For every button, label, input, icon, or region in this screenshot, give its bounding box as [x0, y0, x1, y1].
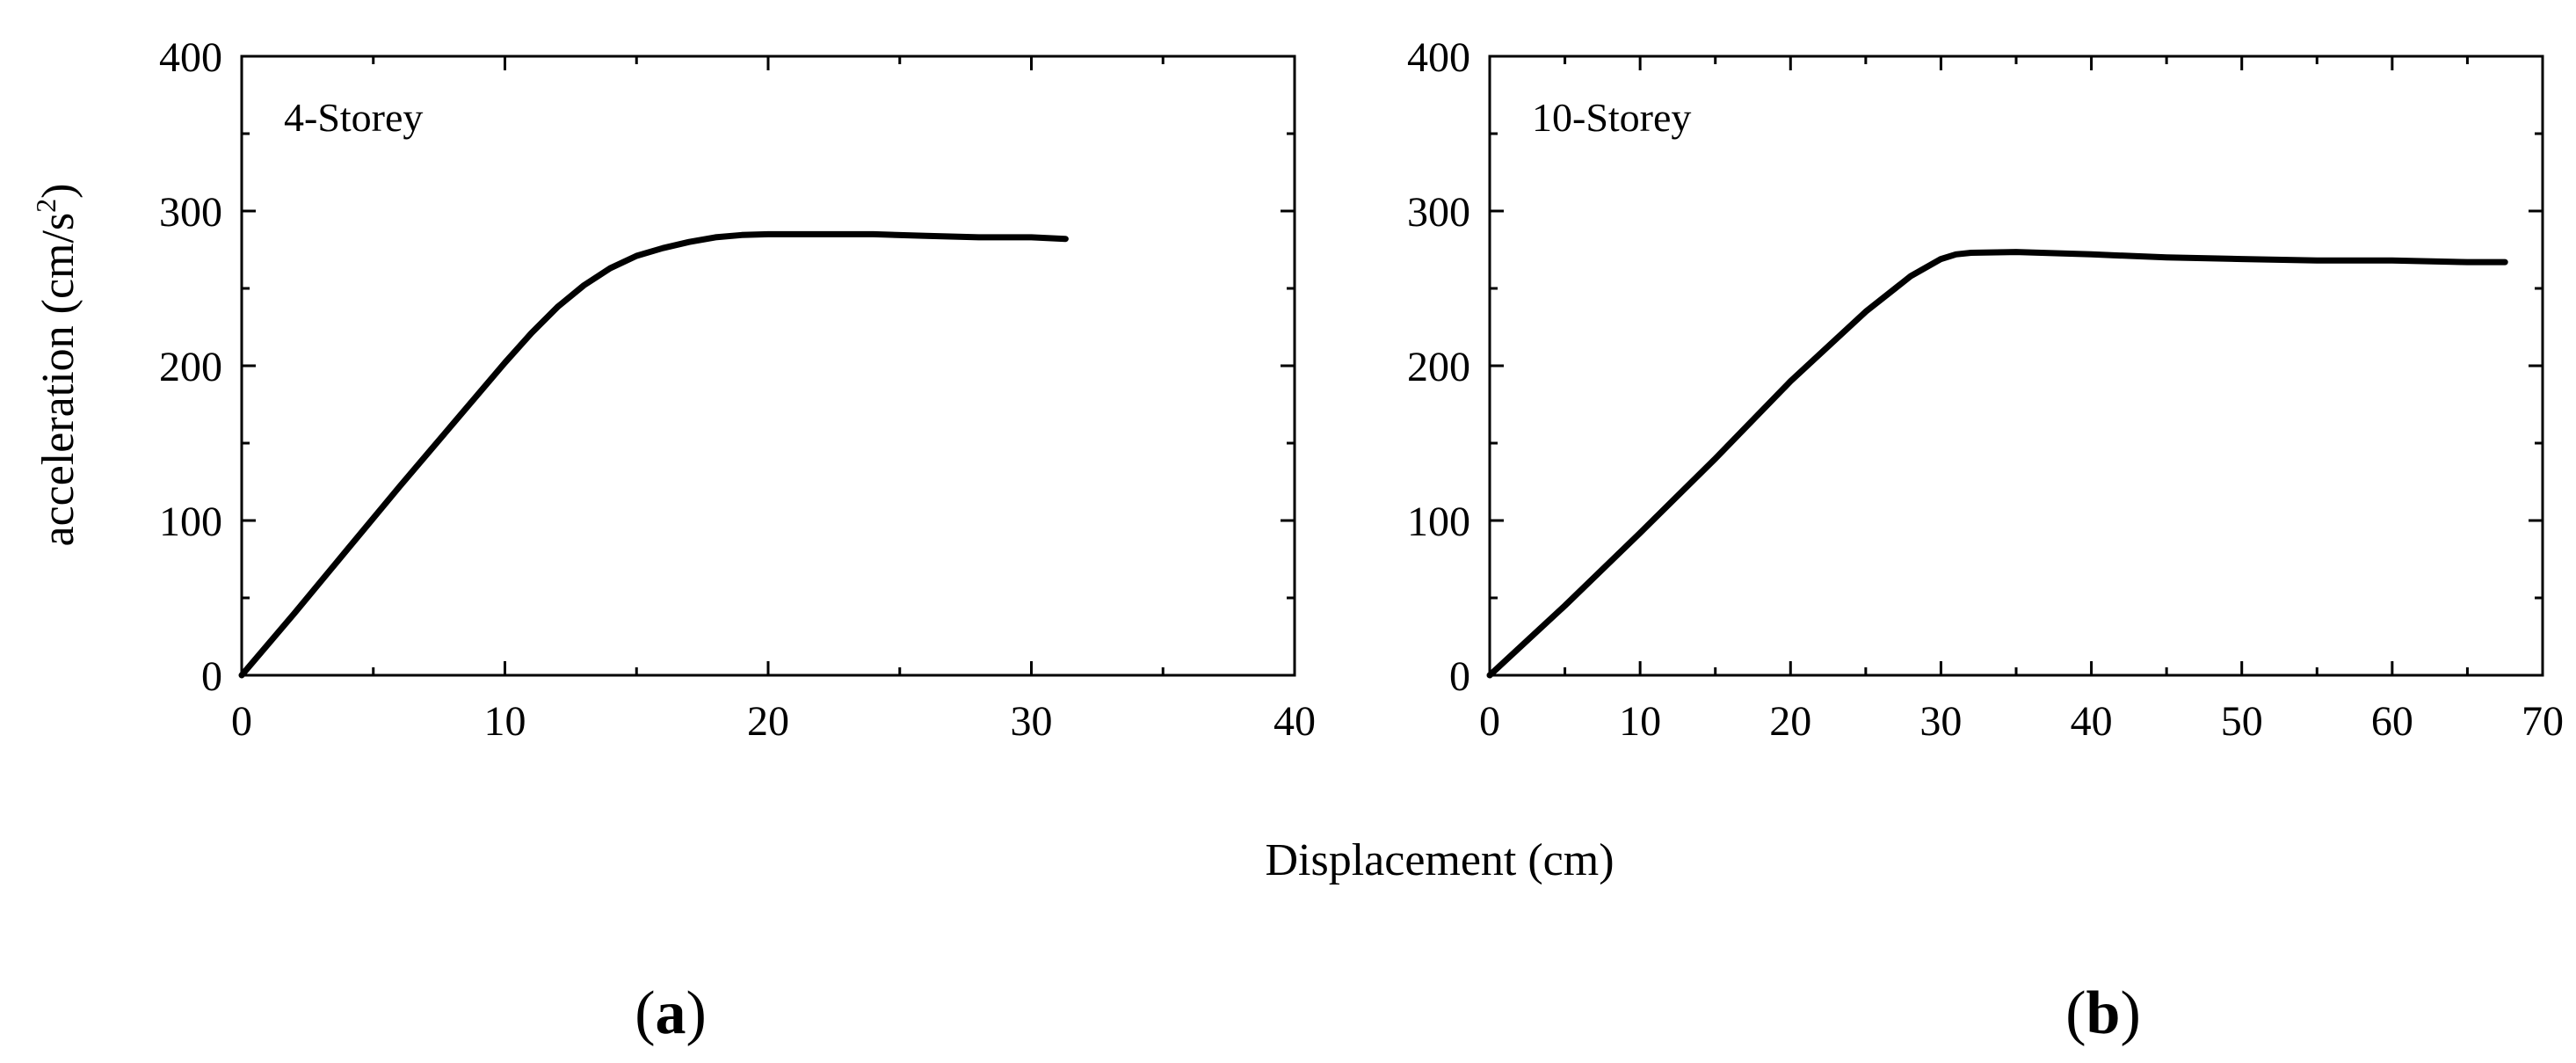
panel-a-y-tick-label: 0 — [201, 653, 222, 700]
panel-a-y-tick-label: 100 — [159, 499, 222, 545]
panel-a-letter-open: ( — [635, 979, 655, 1047]
panel-b-annotation: 10-Storey — [1532, 95, 1691, 140]
panel-a-y-tick-label: 400 — [159, 34, 222, 81]
panel-a-y-tick-label: 200 — [159, 344, 222, 390]
panel-b-chart: 0 10 20 30 40 50 60 70 0 100 200 300 400 10-Storey — [1407, 34, 2564, 745]
panel-a-x-tick-label: 20 — [747, 698, 789, 745]
panel-b-y-tick-label: 300 — [1407, 189, 1470, 236]
panel-b-y-tick-label: 100 — [1407, 499, 1470, 545]
panel-a-x-tick-label: 0 — [231, 698, 252, 745]
panel-b-x-tick-label: 60 — [2371, 698, 2413, 745]
panel-b-x-tick-label: 70 — [2522, 698, 2564, 745]
panel-a-x-tick-label: 30 — [1011, 698, 1053, 745]
panel-b-x-tick-label: 20 — [1769, 698, 1811, 745]
panel-b-x-tick-label: 50 — [2221, 698, 2263, 745]
panel-a-annotation: 4-Storey — [284, 95, 423, 140]
panel-b-y-tick-label: 0 — [1449, 653, 1470, 700]
panel-a-x-tick-label: 40 — [1273, 698, 1316, 745]
panel-b-x-tick-label: 30 — [1919, 698, 1962, 745]
panel-b-plot-frame — [1488, 55, 2544, 677]
panel-b-letter-open: ( — [2065, 979, 2086, 1047]
x-axis-label: Displacement (cm) — [1265, 835, 1614, 885]
panel-a-letter-close: ) — [686, 979, 707, 1047]
panel-b-x-tick-label: 40 — [2071, 698, 2113, 745]
panel-b-letter-text: b — [2086, 979, 2121, 1047]
panel-b-y-tick-label: 200 — [1407, 344, 1470, 390]
y-axis-label-main: acceleration (cm/s — [33, 213, 83, 547]
y-axis-label: acceleration (cm/s2) — [30, 184, 83, 547]
panel-a-x-tick-label: 10 — [484, 698, 526, 745]
panel-b-letter-close: ) — [2120, 979, 2140, 1047]
panel-b-series-line — [1486, 249, 2508, 679]
panel-b-letter: (b) — [2065, 979, 2141, 1047]
panel-a-letter: (a) — [635, 979, 707, 1047]
y-axis-label-superscript: 2 — [30, 199, 62, 213]
panel-a-plot-frame — [240, 55, 1296, 677]
panel-a-y-tick-label: 300 — [159, 189, 222, 236]
panel-b-x-tick-label: 0 — [1479, 698, 1500, 745]
panel-a-series-line — [238, 230, 1069, 679]
panel-a-letter-text: a — [656, 979, 686, 1047]
panel-b-y-tick-label: 400 — [1407, 34, 1470, 81]
y-axis-label-end: ) — [33, 184, 83, 199]
panel-b-x-tick-label: 10 — [1619, 698, 1661, 745]
